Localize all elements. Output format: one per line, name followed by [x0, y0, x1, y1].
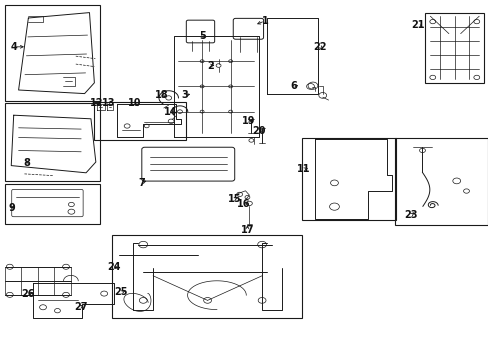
Text: 9: 9 [8, 203, 15, 213]
Text: 26: 26 [21, 289, 35, 300]
Bar [5, 103, 100, 181]
Text: 20: 20 [252, 126, 265, 136]
Text: 15: 15 [227, 194, 241, 204]
Text: 11: 11 [297, 164, 310, 174]
Text: 23: 23 [403, 210, 417, 220]
Bar [394, 138, 487, 225]
Bar [5, 184, 100, 224]
Text: 25: 25 [114, 287, 128, 297]
Text: 3: 3 [181, 90, 187, 100]
Text: 5: 5 [199, 31, 206, 41]
Text: 6: 6 [289, 81, 296, 91]
Bar [94, 102, 185, 140]
Text: 21: 21 [410, 20, 424, 30]
Bar [112, 235, 302, 318]
Text: 4: 4 [10, 42, 17, 52]
Text: 17: 17 [240, 225, 254, 235]
Text: 2: 2 [206, 60, 213, 71]
Bar [302, 138, 395, 220]
Text: 13: 13 [102, 98, 115, 108]
Text: 8: 8 [23, 158, 30, 168]
Text: 1: 1 [261, 16, 268, 26]
Text: 19: 19 [242, 116, 255, 126]
Text: 24: 24 [107, 262, 121, 272]
Text: 16: 16 [237, 199, 250, 210]
Text: 14: 14 [164, 107, 178, 117]
Bar [425, 13, 483, 83]
Text: 12: 12 [90, 98, 103, 108]
Text: 7: 7 [138, 177, 145, 188]
Bar [5, 5, 100, 101]
Text: 27: 27 [74, 302, 87, 312]
Text: 10: 10 [128, 98, 142, 108]
Text: 22: 22 [313, 42, 326, 52]
Text: 18: 18 [154, 90, 168, 100]
